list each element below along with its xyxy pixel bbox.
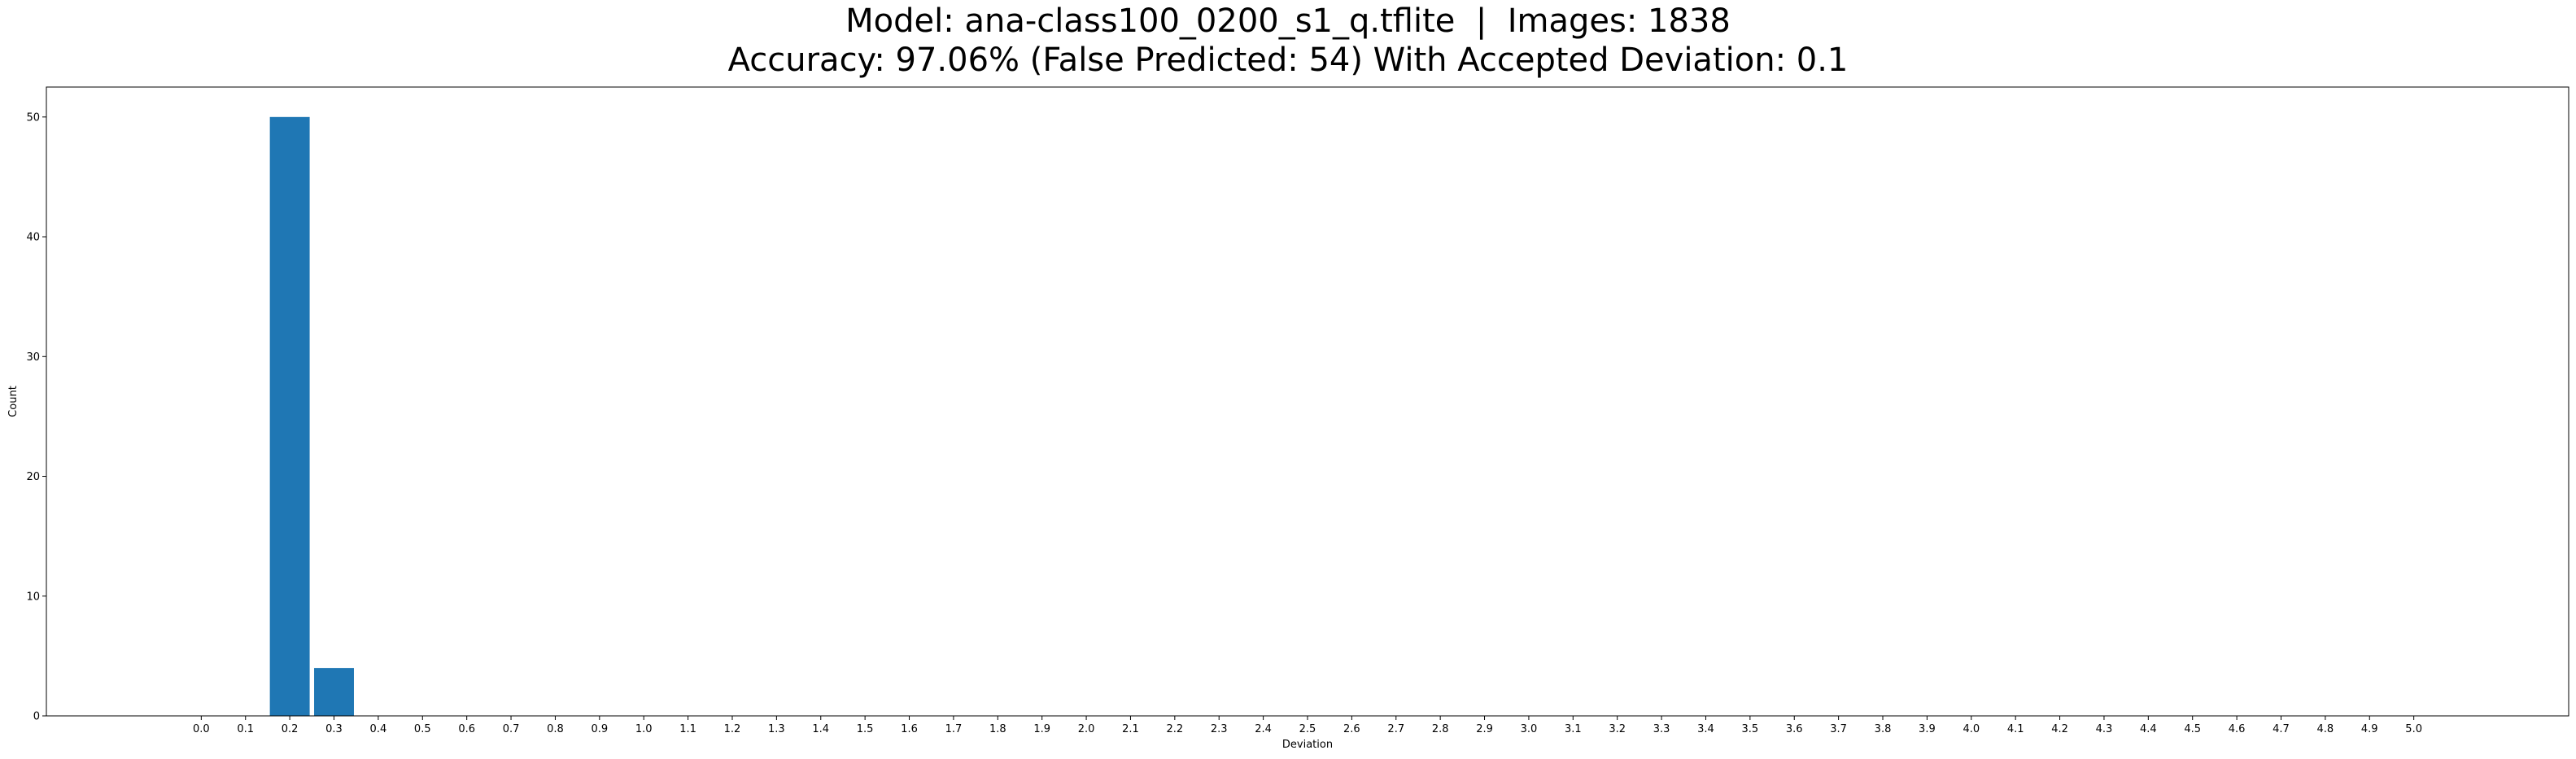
x-tick-label-0.5: 0.5 [414, 723, 431, 735]
x-tick-label-4.4: 4.4 [2140, 723, 2157, 735]
bar-0.2 [269, 116, 310, 717]
y-axis-label: Count [7, 386, 20, 417]
x-tick-label-4.6: 4.6 [2229, 723, 2246, 735]
x-tick-label-0.8: 0.8 [547, 723, 564, 735]
x-tick-label-1.0: 1.0 [635, 723, 653, 735]
x-tick-label-2.6: 2.6 [1343, 723, 1360, 735]
x-tick-label-4.0: 4.0 [1963, 723, 1980, 735]
x-tick-label-3.5: 3.5 [1742, 723, 1759, 735]
x-tick-label-1.3: 1.3 [768, 723, 785, 735]
bars-group [269, 116, 354, 717]
x-tick-label-3.7: 3.7 [1830, 723, 1847, 735]
x-tick-label-5.0: 5.0 [2405, 723, 2422, 735]
x-tick-label-0.3: 0.3 [325, 723, 343, 735]
x-tick-label-2.5: 2.5 [1299, 723, 1316, 735]
y-tick-label-0: 0 [33, 711, 40, 723]
x-tick-label-4.5: 4.5 [2184, 723, 2201, 735]
x-tick-label-1.6: 1.6 [901, 723, 918, 735]
x-tick-label-3.3: 3.3 [1653, 723, 1670, 735]
x-tick-label-3.6: 3.6 [1786, 723, 1803, 735]
x-tick-label-1.5: 1.5 [857, 723, 874, 735]
x-tick-label-0.6: 0.6 [458, 723, 475, 735]
x-tick-label-2.3: 2.3 [1211, 723, 1228, 735]
x-tick-label-2.1: 2.1 [1122, 723, 1139, 735]
x-tick-label-2.0: 2.0 [1078, 723, 1095, 735]
x-tick-label-1.7: 1.7 [945, 723, 963, 735]
x-tick-label-2.8: 2.8 [1432, 723, 1449, 735]
x-tick-label-0.4: 0.4 [370, 723, 387, 735]
x-tick-label-4.3: 4.3 [2096, 723, 2113, 735]
x-tick-label-0.7: 0.7 [503, 723, 520, 735]
x-tick-label-3.2: 3.2 [1609, 723, 1626, 735]
x-tick-label-0.1: 0.1 [237, 723, 254, 735]
x-tick-label-3.4: 3.4 [1697, 723, 1714, 735]
x-tick-label-1.9: 1.9 [1033, 723, 1050, 735]
x-tick-label-2.7: 2.7 [1387, 723, 1404, 735]
y-tick-label-10: 10 [26, 591, 40, 603]
chart-title-line-2: Accuracy: 97.06% (False Predicted: 54) W… [727, 41, 1849, 79]
x-tick-label-2.4: 2.4 [1255, 723, 1272, 735]
x-tick-label-0.0: 0.0 [193, 723, 210, 735]
chart-title: Model: ana-class100_0200_s1_q.tflite | I… [0, 2, 2576, 80]
x-tick-label-0.9: 0.9 [591, 723, 608, 735]
x-tick-label-3.0: 3.0 [1521, 723, 1538, 735]
x-tick-label-0.2: 0.2 [282, 723, 299, 735]
y-tick-label-30: 30 [26, 351, 40, 364]
x-tick-label-1.8: 1.8 [989, 723, 1006, 735]
x-tick-label-4.7: 4.7 [2273, 723, 2290, 735]
x-tick-label-2.2: 2.2 [1166, 723, 1183, 735]
x-tick-label-1.2: 1.2 [724, 723, 741, 735]
x-tick-label-4.1: 4.1 [2007, 723, 2024, 735]
y-axis: 0 10 20 30 40 50 [26, 111, 46, 723]
x-tick-label-4.9: 4.9 [2361, 723, 2378, 735]
x-tick-label-3.8: 3.8 [1875, 723, 1892, 735]
x-tick-label-2.9: 2.9 [1476, 723, 1493, 735]
x-tick-label-3.9: 3.9 [1919, 723, 1936, 735]
y-tick-label-40: 40 [26, 232, 40, 244]
x-tick-label-1.4: 1.4 [812, 723, 829, 735]
x-tick-label-4.2: 4.2 [2051, 723, 2068, 735]
bar-0.3 [314, 668, 354, 716]
x-tick-label-3.1: 3.1 [1565, 723, 1582, 735]
plot-frame [46, 86, 2569, 717]
x-axis-label: Deviation [1282, 739, 1333, 751]
y-tick-label-50: 50 [26, 111, 40, 124]
x-axis: 0.0 0.1 0.2 0.3 0.4 0.5 0.6 0.7 0.8 0.9 1.0 1.1 1.2 1… [193, 716, 2422, 735]
chart-title-line-1: Model: ana-class100_0200_s1_q.tflite | I… [845, 2, 1731, 40]
y-tick-label-20: 20 [26, 471, 40, 483]
x-tick-label-4.8: 4.8 [2317, 723, 2334, 735]
x-tick-label-1.1: 1.1 [679, 723, 696, 735]
